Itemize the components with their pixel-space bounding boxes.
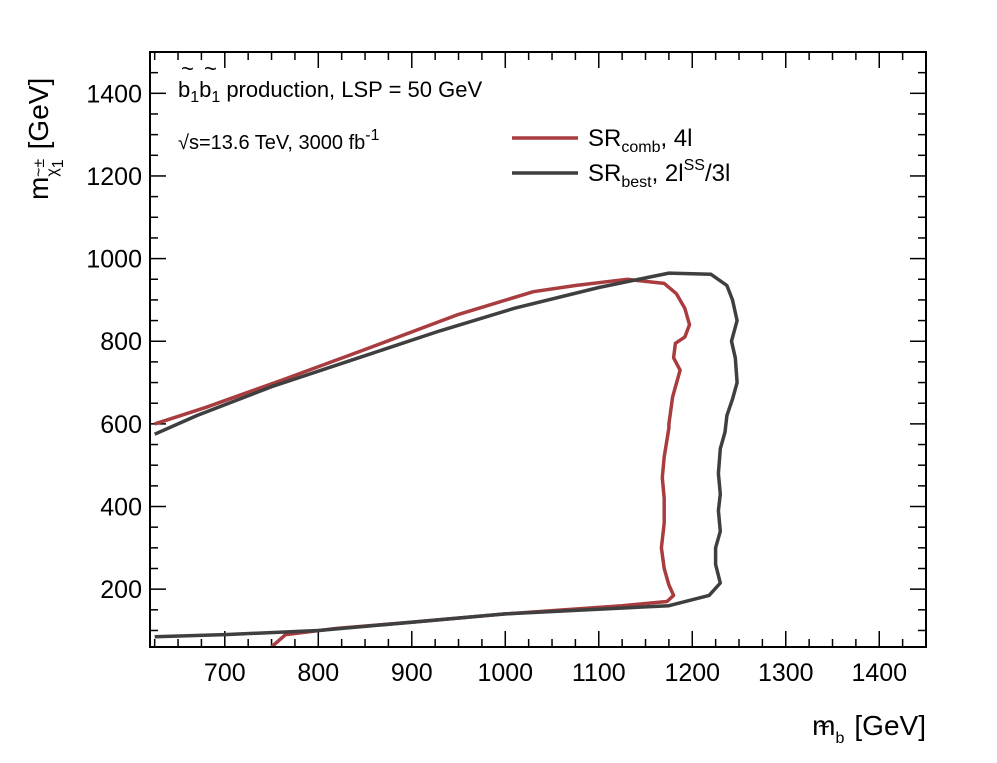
x-axis-title-tilde: ~	[818, 716, 830, 738]
energy-annotation: √s=13.6 TeV, 3000 fb-1	[178, 127, 380, 154]
process-tilde-2: ~	[204, 56, 217, 81]
process-tilde-1: ~	[181, 56, 194, 81]
x-axis-title: mb [GeV]	[812, 710, 926, 747]
y-tick-label: 200	[100, 576, 142, 604]
x-tick-label: 1100	[572, 659, 626, 687]
y-axis-title: mχ1[GeV]	[23, 78, 67, 200]
y-tick-label: 400	[100, 494, 142, 522]
x-tick-label: 800	[297, 659, 339, 687]
y-tick-label: 1200	[86, 163, 142, 191]
legend-label-best: SRbest, 2lSS/3l	[588, 157, 730, 191]
legend: SRcomb, 4l SRbest, 2lSS/3l	[512, 125, 730, 191]
legend-label-comb: SRcomb, 4l	[588, 125, 692, 156]
series-layer	[153, 271, 739, 647]
series-line-comb	[154, 277, 692, 647]
y-axis-title-group: mχ1[GeV] ~±	[23, 78, 67, 200]
series-line-best	[153, 271, 739, 639]
y-tick-label: 1400	[86, 80, 142, 108]
x-tick-label: 1300	[758, 659, 814, 687]
process-annotation: b1b1 production, LSP = 50 GeV	[178, 77, 482, 106]
x-tick-label: 1000	[477, 659, 533, 687]
x-ticks: 700 800 900 1000 1100 1200 1300 1400	[153, 52, 927, 687]
x-tick-label: 900	[391, 659, 433, 687]
x-tick-label: 700	[204, 659, 246, 687]
x-tick-label: 1400	[851, 659, 907, 687]
y-tick-label: 600	[100, 411, 142, 439]
y-tick-label: 1000	[86, 246, 142, 274]
y-ticks: 200 400 600 800 1000 1200 1400	[86, 51, 926, 632]
x-tick-label: 1200	[664, 659, 720, 687]
plot-frame	[149, 51, 927, 648]
y-tick-label: 800	[100, 328, 142, 356]
y-axis-title-accent: ~±	[31, 159, 48, 177]
